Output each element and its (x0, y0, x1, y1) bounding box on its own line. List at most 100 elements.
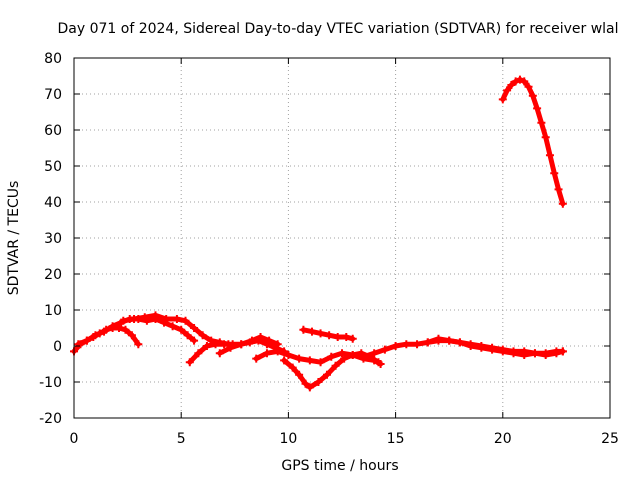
y-axis-label: SDTVAR / TECUs (6, 181, 22, 296)
data-point (108, 322, 117, 331)
series-arc-10 (423, 334, 567, 359)
data-point (121, 325, 130, 334)
data-point (127, 331, 136, 340)
x-tick-label: 15 (387, 431, 405, 447)
data-point (374, 358, 383, 367)
data-point (434, 334, 443, 343)
data-point (327, 352, 336, 361)
series-arc-11 (498, 75, 567, 208)
data-point (190, 324, 199, 332)
data-point (391, 342, 400, 350)
data-point (273, 347, 282, 356)
data-point (140, 313, 149, 322)
data-point (507, 81, 516, 89)
data-point (545, 151, 554, 160)
y-tick-label: 70 (44, 87, 62, 103)
data-point (220, 340, 229, 349)
y-tick-label: 0 (53, 339, 62, 355)
data-point (322, 370, 331, 379)
data-point (284, 351, 293, 359)
data-point (325, 331, 334, 340)
data-point (340, 354, 349, 363)
data-point (370, 349, 379, 358)
data-point (74, 340, 83, 349)
data-point (151, 311, 160, 320)
data-point (466, 342, 475, 350)
data-point (348, 334, 357, 343)
data-point (528, 91, 537, 100)
data-point (91, 331, 100, 340)
data-point (256, 333, 265, 341)
data-point (558, 347, 567, 356)
data-point (520, 77, 529, 86)
data-point (265, 336, 274, 345)
data-point (338, 349, 346, 358)
series-arc-8 (299, 325, 357, 343)
data-point (190, 336, 199, 345)
data-point (445, 336, 454, 345)
data-point (498, 95, 507, 104)
data-point (130, 315, 139, 323)
data-point (288, 363, 297, 372)
axis-ticks: 0 5 10 15 20 25 -20 -10 0 10 20 30 40 50 60 70 80 (39, 51, 619, 447)
data-point (333, 333, 342, 341)
data-point (100, 327, 109, 336)
data-point (252, 354, 261, 363)
data-point (273, 340, 282, 349)
data-point (402, 340, 411, 349)
data-point (552, 349, 561, 358)
data-point (202, 342, 211, 350)
data-point (359, 352, 368, 361)
data-point (524, 82, 533, 91)
data-point (168, 322, 177, 331)
data-point (119, 316, 128, 325)
data-markers (70, 75, 567, 392)
data-point (380, 345, 389, 354)
data-point (198, 331, 207, 340)
data-point (554, 185, 563, 194)
data-point (455, 338, 464, 347)
data-point (226, 343, 235, 352)
data-point (295, 370, 304, 379)
y-tick-label: 10 (44, 303, 62, 319)
data-point (183, 331, 192, 340)
data-point (172, 315, 181, 323)
data-point (550, 169, 559, 178)
data-point (511, 77, 520, 86)
y-tick-label: 40 (44, 195, 62, 211)
x-tick-label: 25 (601, 431, 619, 447)
data-point (316, 329, 325, 338)
data-point (162, 315, 171, 323)
data-point (211, 340, 220, 349)
data-point (533, 104, 542, 113)
data-point (299, 325, 308, 334)
y-tick-label: 50 (44, 159, 62, 175)
data-point (423, 338, 432, 347)
data-point (305, 356, 314, 365)
data-point (181, 316, 190, 325)
data-point (295, 354, 304, 363)
data-point (520, 351, 529, 359)
data-point (194, 349, 203, 358)
data-point (247, 336, 256, 345)
data-point (342, 333, 351, 341)
data-point (558, 199, 567, 208)
data-point (316, 358, 325, 367)
data-point (215, 349, 224, 358)
data-point (537, 118, 546, 127)
data-point (331, 361, 340, 370)
data-point (307, 327, 316, 336)
data-point (134, 340, 143, 349)
x-axis-label: GPS time / hours (281, 458, 398, 474)
y-tick-label: 20 (44, 267, 62, 283)
data-point (305, 383, 314, 392)
x-tick-label: 5 (177, 431, 186, 447)
data-point (280, 356, 289, 365)
data-point (413, 340, 422, 349)
data-point (515, 75, 524, 84)
y-tick-label: 30 (44, 231, 62, 247)
x-tick-label: 10 (279, 431, 297, 447)
y-tick-label: 80 (44, 51, 62, 67)
